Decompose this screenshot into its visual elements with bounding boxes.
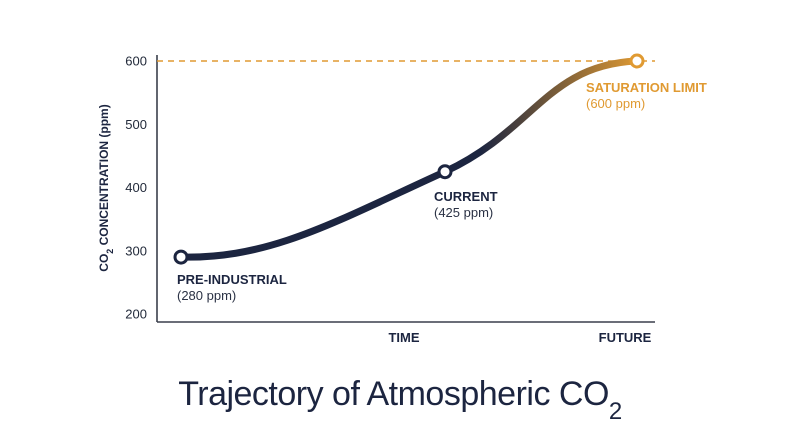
x-tick-label-time: TIME — [388, 330, 419, 345]
annotation-saturation-limit-value: (600 ppm) — [586, 96, 645, 111]
y-axis-label: CO2 CONCENTRATION (ppm) — [97, 104, 115, 271]
annotation-current-title: CURRENT — [434, 189, 498, 204]
annotation-saturation-limit-title: SATURATION LIMIT — [586, 80, 707, 95]
y-tick-label: 300 — [125, 243, 147, 258]
annotation-pre-industrial-title: PRE-INDUSTRIAL — [177, 272, 287, 287]
y-tick-label: 200 — [125, 307, 147, 322]
y-tick-label: 400 — [125, 180, 147, 195]
y-axis-ticks: 200 300 400 500 600 — [125, 54, 147, 322]
annotation-current-value: (425 ppm) — [434, 205, 493, 220]
marker-saturation-limit — [629, 53, 645, 69]
marker-pre-industrial — [173, 249, 189, 265]
y-tick-label: 500 — [125, 117, 147, 132]
marker-current — [437, 164, 453, 180]
x-tick-label-future: FUTURE — [599, 330, 652, 345]
annotation-pre-industrial-value: (280 ppm) — [177, 288, 236, 303]
y-tick-label: 600 — [125, 54, 147, 69]
chart-title: Trajectory of Atmospheric CO2 — [178, 375, 622, 425]
co2-trajectory-line — [177, 57, 641, 261]
